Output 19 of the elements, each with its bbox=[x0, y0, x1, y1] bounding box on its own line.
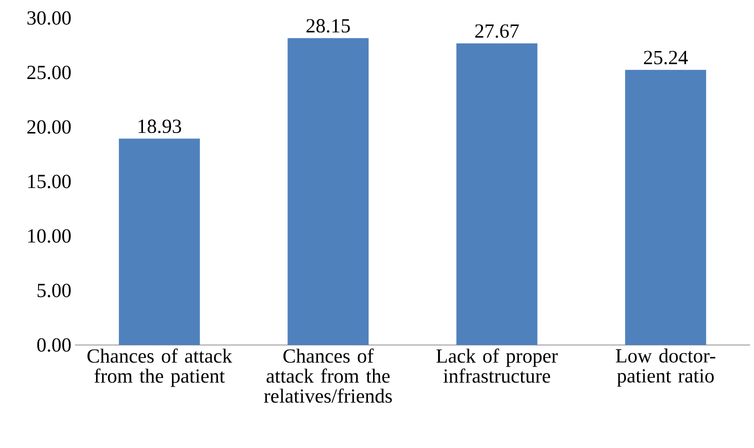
data-label: 28.15 bbox=[306, 19, 350, 33]
y-tick-label: 10.00 bbox=[28, 229, 71, 243]
x-tick-label: Chances of attack from the patient bbox=[87, 348, 232, 387]
y-tick-label: 0.00 bbox=[37, 338, 71, 352]
x-tick-label: Lack of proper infrastructure bbox=[436, 348, 558, 383]
x-tick-label: Low doctor-patient ratio bbox=[616, 348, 716, 387]
bar bbox=[456, 43, 538, 345]
data-label: 18.93 bbox=[138, 120, 182, 134]
y-tick-label: 20.00 bbox=[27, 120, 71, 134]
x-tick-label: Chances of attack from the relatives/friends bbox=[264, 348, 392, 403]
data-label: 27.67 bbox=[475, 24, 519, 38]
bar bbox=[288, 38, 369, 345]
y-tick-label: 5.00 bbox=[38, 284, 71, 298]
data-label: 25.24 bbox=[644, 50, 688, 64]
y-tick-label: 25.00 bbox=[27, 66, 71, 80]
y-tick-label: 15.00 bbox=[28, 174, 71, 188]
bar bbox=[625, 70, 706, 345]
y-tick-label: 30.00 bbox=[27, 11, 71, 25]
bar bbox=[118, 138, 200, 345]
